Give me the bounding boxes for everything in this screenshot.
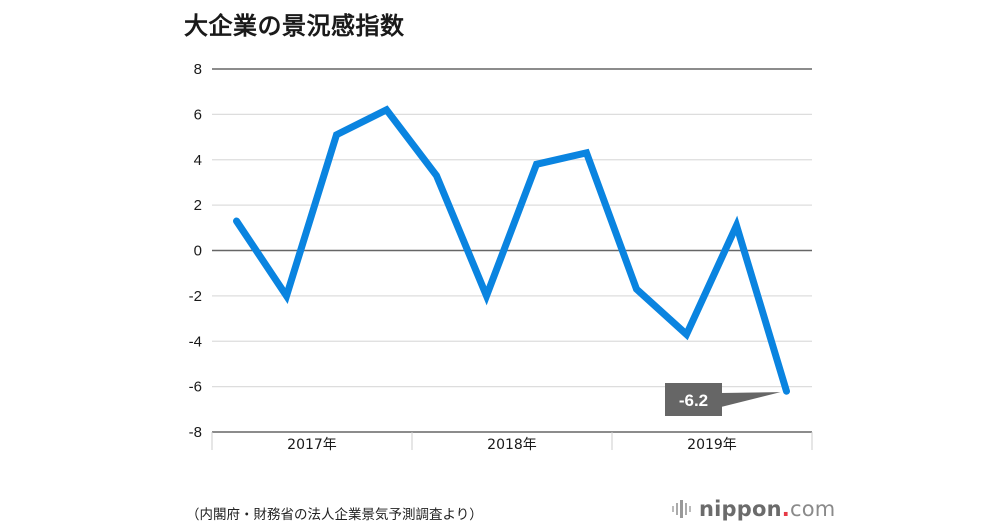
callout-box (665, 383, 722, 416)
y-axis-ticks: 8 6 4 2 0 -2 -4 -6 -8 (189, 61, 202, 441)
logo-tld: com (789, 497, 836, 521)
chart-title: 大企業の景況感指数 (184, 12, 405, 40)
y-tick-label: 0 (194, 243, 202, 260)
nippon-com-logo[interactable]: nippon.com (671, 497, 835, 521)
x-group-label: 2017年 (287, 437, 337, 453)
y-tick-label: 2 (194, 197, 202, 214)
callout-label: -6.2 (679, 391, 708, 410)
y-tick-label: -8 (189, 424, 202, 441)
value-callout: -6.2 (665, 383, 781, 416)
source-note: （内閣府・財務省の法人企業景気予測調査より） (186, 507, 483, 523)
y-tick-label: 4 (194, 152, 202, 169)
y-tick-label: 6 (194, 106, 202, 123)
x-group-label: 2019年 (687, 437, 737, 453)
logo-dot: . (781, 497, 790, 521)
logo-name: nippon (699, 497, 782, 521)
logo-text: nippon.com (699, 497, 835, 521)
y-tick-label: -2 (189, 288, 202, 305)
y-tick-label: 8 (194, 61, 202, 78)
y-tick-label: -4 (189, 333, 202, 350)
x-group-label: 2018年 (487, 437, 537, 453)
sound-wave-icon (672, 500, 691, 518)
y-tick-label: -6 (189, 379, 202, 396)
x-axis: 2017年 2018年 2019年 (211, 432, 813, 453)
callout-pointer (721, 392, 781, 407)
series-line (233, 105, 790, 395)
